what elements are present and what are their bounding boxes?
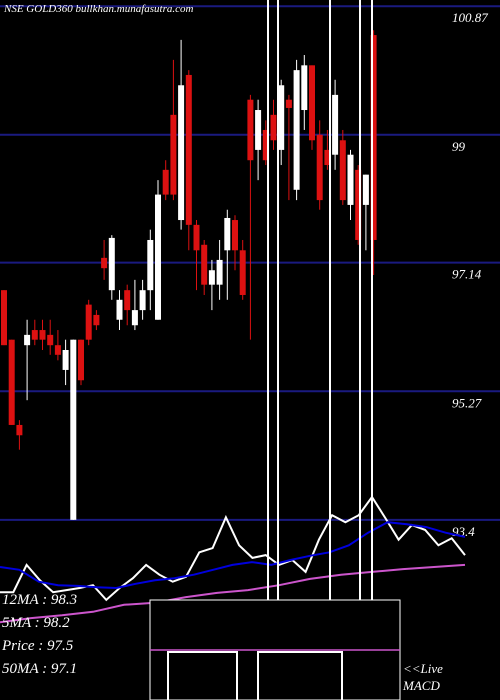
candle-body xyxy=(139,290,146,311)
candle-body xyxy=(93,314,100,326)
candle-body xyxy=(162,169,169,195)
candle-body xyxy=(1,290,7,346)
candle-body xyxy=(347,154,354,205)
candle-body xyxy=(262,129,269,161)
candle-body xyxy=(309,65,315,141)
candle-body xyxy=(255,110,262,150)
candle-body xyxy=(232,220,238,251)
candle-body xyxy=(85,304,92,340)
candle-body xyxy=(155,194,161,320)
candle-body xyxy=(8,339,15,425)
indicators xyxy=(0,495,466,624)
candle-body xyxy=(70,339,77,520)
candle-body xyxy=(355,169,362,240)
candle-body xyxy=(216,259,223,285)
candle-body xyxy=(316,134,323,201)
candle-body xyxy=(16,424,23,436)
y-tick-label: 97.14 xyxy=(452,267,482,282)
candle-body xyxy=(193,224,200,251)
candle-body xyxy=(124,290,131,311)
candle-body xyxy=(147,239,154,291)
legend-item: Price : 97.5 xyxy=(1,638,74,654)
candle-body xyxy=(101,257,108,269)
legend-item: 50MA : 97.1 xyxy=(2,661,77,677)
macd-label: MACD xyxy=(402,678,440,693)
candles xyxy=(1,30,377,520)
candle-body xyxy=(54,345,61,355)
candle-body xyxy=(178,85,185,221)
candle-body xyxy=(278,85,285,150)
candle-body xyxy=(301,65,308,111)
candle-body xyxy=(332,94,339,155)
y-tick-label: 95.27 xyxy=(452,395,482,410)
candle-body xyxy=(239,250,246,295)
candle-body xyxy=(362,174,369,205)
candle-body xyxy=(224,217,231,251)
candle-body xyxy=(39,330,46,340)
indicator-line xyxy=(0,563,466,624)
candle-body xyxy=(31,330,38,340)
candle-body xyxy=(370,35,377,240)
legend-item: 12MA : 98.3 xyxy=(2,592,77,608)
vertical-lines xyxy=(267,0,373,700)
candle-body xyxy=(47,334,54,346)
candle-body xyxy=(108,237,115,291)
macd-bars xyxy=(167,651,343,700)
candle-body xyxy=(116,299,123,320)
y-tick-label: 100.87 xyxy=(452,10,488,25)
candle-body xyxy=(78,339,84,381)
candle-body xyxy=(270,114,277,141)
candle-body xyxy=(285,99,292,108)
candle-body xyxy=(293,70,300,190)
candle-body xyxy=(247,99,254,161)
candle-body xyxy=(24,334,31,346)
y-tick-label: 99 xyxy=(452,139,466,154)
indicator-line xyxy=(0,521,466,590)
candle-body xyxy=(131,310,138,326)
candle-body xyxy=(185,74,192,225)
macd-box xyxy=(149,599,401,700)
candle-body xyxy=(324,149,331,166)
legend-item: 5MA : 98.2 xyxy=(2,615,70,631)
candle-body xyxy=(339,140,346,201)
chart-title: NSE GOLD360 bullkhan.munafasutra.com xyxy=(3,3,194,15)
candle-body xyxy=(208,270,215,285)
candle-body xyxy=(62,350,69,370)
macd-label: <<Live xyxy=(403,661,443,676)
candle-body xyxy=(170,114,177,195)
candle-body xyxy=(201,244,208,285)
